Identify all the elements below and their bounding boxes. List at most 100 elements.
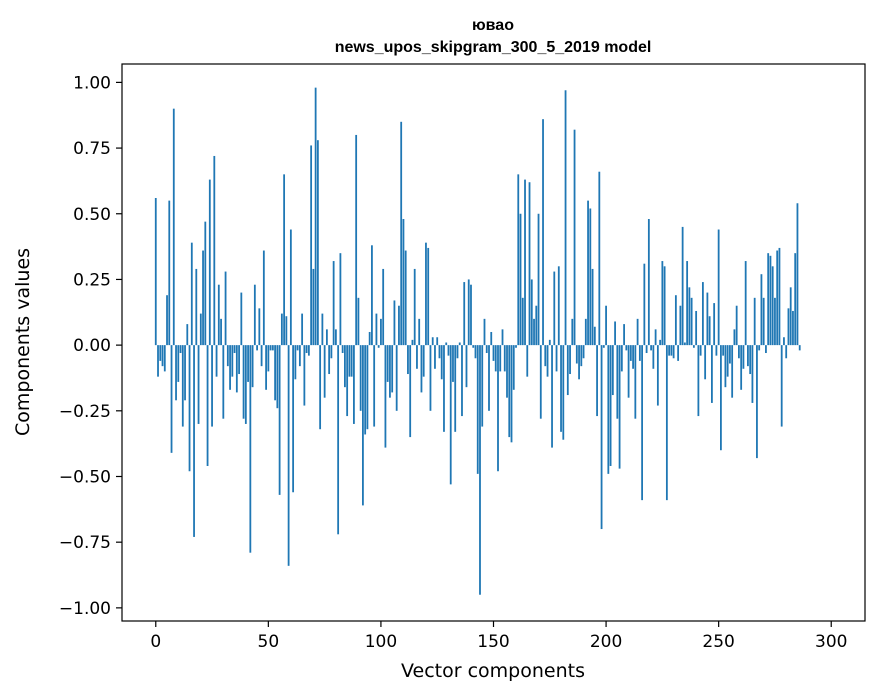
bar (409, 345, 412, 438)
bar (769, 255, 772, 346)
bar (632, 345, 634, 369)
bar (407, 345, 409, 375)
bar (301, 313, 304, 346)
bar (303, 345, 306, 406)
bar (620, 345, 623, 372)
bar (262, 250, 265, 346)
bar (598, 171, 601, 346)
x-tick-label: 300 (815, 632, 847, 652)
x-tick-label: 250 (702, 632, 734, 652)
bar (242, 345, 245, 419)
bar (562, 345, 565, 440)
bar (389, 345, 391, 398)
bar (533, 318, 535, 346)
bar (756, 345, 758, 459)
bar (163, 345, 166, 372)
bar (253, 284, 256, 346)
bar (274, 345, 276, 401)
bar (551, 345, 553, 448)
bar (650, 345, 653, 351)
bar (305, 345, 308, 354)
bar (184, 345, 186, 401)
bar (470, 284, 472, 346)
bar (157, 345, 159, 377)
bar (499, 345, 502, 372)
bar (348, 345, 351, 377)
bar (294, 345, 297, 380)
bar (542, 119, 544, 346)
bar (386, 345, 389, 382)
bar (494, 345, 497, 372)
bar (235, 345, 238, 393)
bar (404, 250, 407, 346)
bar (310, 145, 313, 346)
bar (413, 268, 416, 346)
chart-subtitle: news_upos_skipgram_300_5_2019 model (335, 39, 652, 56)
bar (510, 345, 513, 443)
bar (312, 268, 315, 346)
bar (316, 140, 319, 346)
bar (539, 345, 542, 419)
bar (780, 345, 783, 427)
bar (715, 345, 718, 356)
bar (393, 300, 396, 346)
bar (217, 284, 220, 346)
bar (686, 261, 689, 346)
bar (704, 345, 707, 380)
bar (175, 345, 177, 401)
bar (206, 345, 209, 466)
bar (771, 266, 774, 346)
bar (580, 345, 583, 367)
x-tick-label: 50 (258, 632, 280, 652)
bar (461, 345, 463, 417)
bar (483, 318, 486, 346)
bar (711, 345, 713, 403)
bar (476, 345, 479, 474)
bar (440, 345, 443, 380)
bar (654, 329, 657, 346)
bar (627, 345, 630, 398)
bar (231, 345, 234, 377)
y-tick-label: −1.00 (59, 599, 111, 619)
bar (375, 313, 378, 346)
bar (740, 345, 743, 390)
bar (629, 345, 632, 361)
bar (602, 345, 605, 348)
bar (474, 345, 477, 359)
bar (472, 345, 475, 348)
bar (229, 345, 231, 390)
bar (362, 345, 364, 506)
bar (321, 313, 324, 346)
bar (645, 345, 648, 354)
bar (683, 342, 686, 346)
bar (521, 297, 524, 346)
bar (717, 229, 720, 346)
bar (742, 345, 745, 369)
bar (674, 295, 677, 346)
bar (233, 345, 236, 354)
bar (553, 271, 556, 346)
bar (197, 345, 200, 424)
bar (323, 345, 326, 398)
bar (380, 318, 382, 346)
bar (339, 253, 342, 346)
bar (636, 318, 639, 346)
bar (643, 263, 646, 346)
bar (569, 345, 571, 375)
bar (271, 345, 274, 351)
y-axis: −1.00 −0.75 −0.50 −0.25 0.00 0.25 0.50 0.75 1.00 (59, 73, 122, 619)
bar (593, 326, 596, 346)
bar (744, 261, 747, 346)
bar (564, 90, 567, 346)
bar (575, 345, 578, 364)
bar (425, 242, 427, 346)
bar (344, 345, 346, 388)
bar (382, 268, 385, 346)
bar (765, 345, 767, 354)
bar (497, 345, 499, 472)
bar (623, 324, 625, 346)
bar (467, 279, 470, 346)
bar (418, 318, 421, 346)
bar (199, 313, 202, 346)
bar (560, 345, 562, 432)
